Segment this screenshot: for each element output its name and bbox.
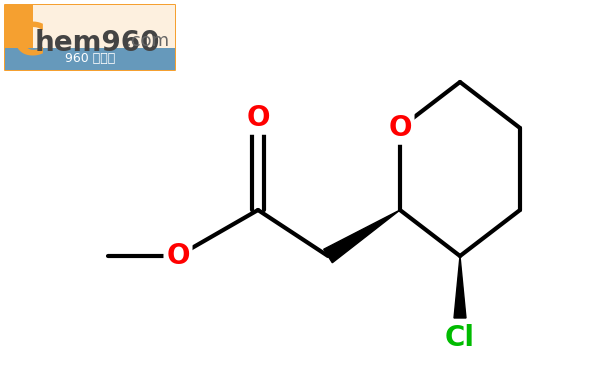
FancyBboxPatch shape — [4, 4, 176, 71]
Text: O: O — [388, 114, 412, 142]
Text: .com: .com — [125, 32, 169, 50]
Text: O: O — [246, 104, 270, 132]
Text: hem960: hem960 — [35, 29, 160, 57]
Text: C: C — [13, 21, 46, 64]
Polygon shape — [324, 210, 400, 263]
Text: O: O — [166, 242, 190, 270]
Bar — [5, 48, 175, 70]
Text: Cl: Cl — [445, 324, 475, 352]
Text: 960 化工网: 960 化工网 — [65, 53, 115, 66]
Bar — [33, 5, 175, 48]
Polygon shape — [454, 256, 466, 318]
